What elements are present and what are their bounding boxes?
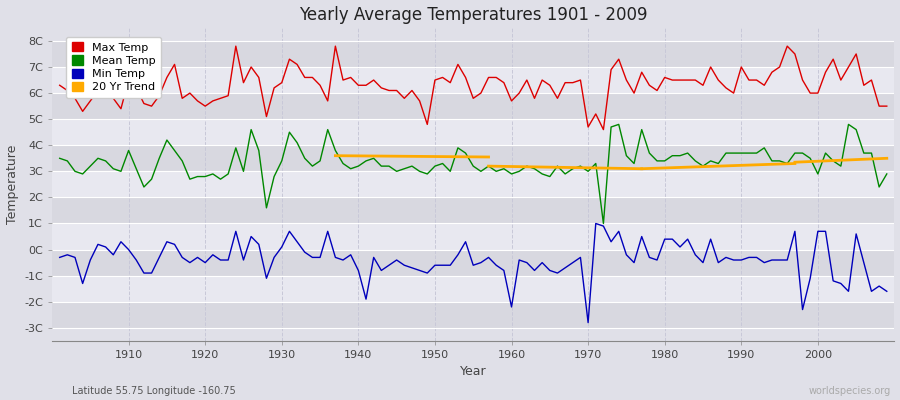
Y-axis label: Temperature: Temperature xyxy=(5,145,19,224)
Bar xyxy=(52,224,895,250)
Bar xyxy=(52,119,895,145)
Bar xyxy=(52,198,895,224)
Bar xyxy=(52,250,895,276)
X-axis label: Year: Year xyxy=(460,366,487,378)
Bar xyxy=(52,302,895,328)
Bar xyxy=(52,67,895,93)
Bar xyxy=(52,145,895,171)
Legend: Max Temp, Mean Temp, Min Temp, 20 Yr Trend: Max Temp, Mean Temp, Min Temp, 20 Yr Tre… xyxy=(66,36,161,98)
Bar xyxy=(52,93,895,119)
Text: worldspecies.org: worldspecies.org xyxy=(809,386,891,396)
Text: Latitude 55.75 Longitude -160.75: Latitude 55.75 Longitude -160.75 xyxy=(72,386,236,396)
Bar xyxy=(52,171,895,198)
Title: Yearly Average Temperatures 1901 - 2009: Yearly Average Temperatures 1901 - 2009 xyxy=(299,6,647,24)
Bar xyxy=(52,276,895,302)
Bar xyxy=(52,41,895,67)
